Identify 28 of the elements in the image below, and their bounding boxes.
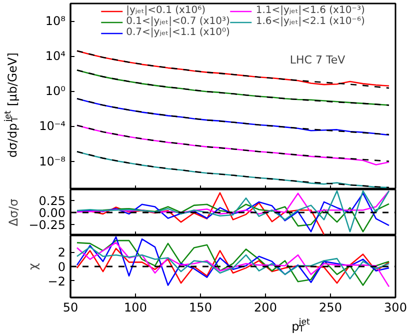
y-axis-title: Δσ/σ [6, 198, 21, 226]
y-tick-label: 10⁻⁴ [39, 119, 66, 134]
y-tick-label: 10⁸ [45, 14, 66, 28]
x-tick-label: 200 [254, 300, 277, 314]
y-tick-label: 10⁰ [45, 84, 66, 98]
y-tick-label: 10⁻⁸ [39, 154, 66, 168]
y-tick-label: 0.25 [38, 194, 66, 208]
y-tick-label: −2 [48, 274, 66, 288]
legend-label: 1.6<|yⱼₑₜ|<2.1 (x10⁻⁶) [256, 16, 365, 27]
x-tick-label: 150 [189, 300, 212, 314]
y-tick-label: 2 [58, 246, 66, 260]
y-axis-title: χ [26, 262, 40, 270]
x-tick-label: 250 [319, 300, 342, 314]
legend-label: 0.1<|yⱼₑₜ|<0.7 (x10³) [126, 16, 230, 27]
legend-label: 1.1<|yⱼₑₜ|<1.6 (x10⁻³) [256, 5, 365, 16]
y-tick-label: 10⁴ [45, 49, 66, 64]
y-axis-title: dσ/dpTjet [μb/GeV] [3, 52, 20, 158]
x-tick-label: 100 [124, 300, 147, 314]
legend-label: |yⱼₑₜ|<0.1 (x10⁶) [126, 5, 206, 16]
y-tick-label: 0.00 [38, 206, 66, 220]
line-series [76, 190, 390, 215]
annotation: LHC 7 TeV [290, 54, 346, 67]
legend-label: 0.7<|yⱼₑₜ|<1.1 (x10⁰) [126, 27, 230, 38]
x-tick-label: 50 [62, 300, 78, 314]
x-tick-label: 300 [384, 300, 407, 314]
y-tick-label: −0.25 [28, 218, 66, 232]
line-series [76, 69, 390, 106]
y-tick-label: 0 [58, 260, 66, 274]
